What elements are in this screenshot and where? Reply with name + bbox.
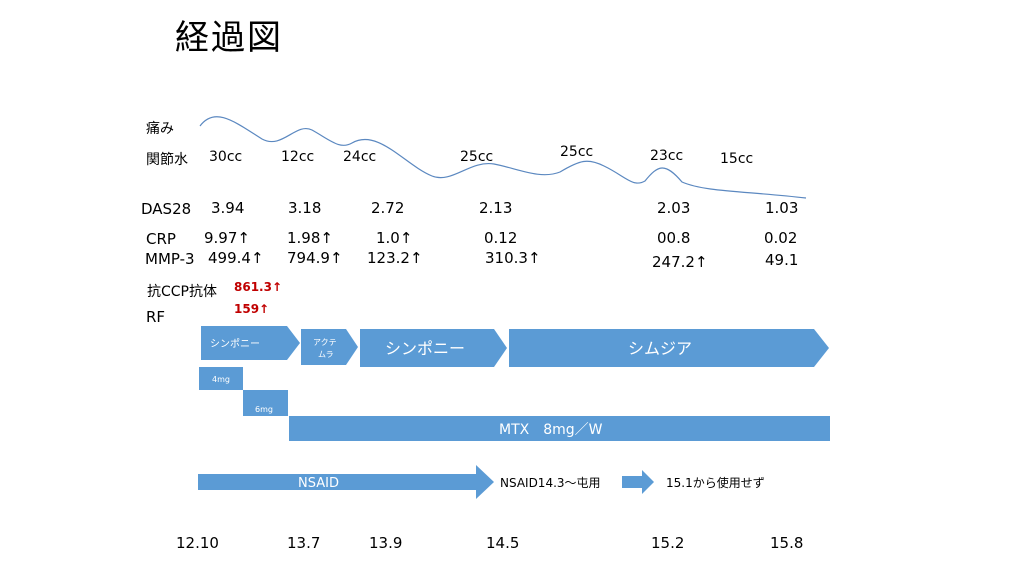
timeline-date: 14.5: [486, 534, 520, 552]
mmp3-value: 123.2↑: [367, 249, 423, 267]
anti-ccp-value: 861.3↑: [234, 280, 283, 294]
das28-value: 1.03: [765, 199, 799, 217]
joint-fluid-value: 12cc: [281, 149, 315, 165]
mtx-main-bar: [289, 416, 830, 441]
simponi-small-label: シンポニー: [210, 338, 260, 350]
crp-value: 0.12: [484, 229, 518, 247]
crp-value: 00.8: [657, 229, 691, 247]
crp-value: 1.0↑: [376, 229, 413, 247]
mmp3-value: 794.9↑: [287, 249, 343, 267]
joint-fluid-label: 関節水: [146, 152, 188, 168]
joint-fluid-value: 15cc: [720, 151, 754, 167]
simponi-large-bar: [360, 329, 507, 367]
cimzia-bar: [509, 329, 829, 367]
crp-label: CRP: [146, 230, 176, 248]
nsaid-stop-arrow: [622, 470, 654, 494]
mtx-4mg-bar: [199, 367, 243, 390]
timeline-date: 13.7: [287, 534, 321, 552]
crp-value: 9.97↑: [204, 229, 250, 247]
das28-label: DAS28: [141, 200, 192, 218]
anti-ccp-label: 抗CCP抗体: [147, 284, 217, 300]
timeline-date: 12.10: [176, 534, 219, 552]
actemra-label-1: アクテ: [313, 338, 337, 347]
rf-value: 159↑: [234, 302, 270, 316]
mmp3-value: 310.3↑: [485, 249, 541, 267]
timeline-date: 13.9: [369, 534, 403, 552]
joint-fluid-value: 25cc: [460, 149, 494, 165]
timeline-date: 15.8: [770, 534, 804, 552]
nsaid-label: NSAID: [298, 476, 339, 491]
nsaid-bar: [198, 465, 494, 499]
crp-value: 1.98↑: [287, 229, 333, 247]
nsaid-stop-note: 15.1から使用せず: [666, 476, 765, 490]
simponi-large-label: シンポニー: [385, 339, 465, 358]
cimzia-label: シムジア: [628, 339, 692, 358]
timeline-date: 15.2: [651, 534, 685, 552]
mtx-4mg-label: 4mg: [212, 375, 230, 384]
mtx-6mg-bar: [243, 390, 288, 416]
simponi-small-bar: [201, 326, 300, 360]
nsaid-note: NSAID14.3～屯用: [500, 476, 601, 490]
actemra-label-2: ムラ: [318, 350, 334, 359]
crp-value: 0.02: [764, 229, 798, 247]
pain-curve: [199, 116, 807, 199]
joint-fluid-value: 23cc: [650, 148, 684, 164]
das28-value: 3.94: [211, 199, 245, 217]
das28-value: 2.13: [479, 199, 513, 217]
mmp3-value: 499.4↑: [208, 249, 264, 267]
mmp3-label: MMP-3: [145, 250, 195, 268]
mtx-main-label: MTX 8mg／W: [499, 422, 603, 438]
das28-value: 3.18: [288, 199, 322, 217]
mmp3-value: 247.2↑: [652, 253, 708, 271]
joint-fluid-value: 24cc: [343, 149, 377, 165]
actemra-bar: [301, 329, 358, 365]
das28-value: 2.03: [657, 199, 691, 217]
mtx-6mg-label: 6mg: [255, 405, 273, 414]
page-title: 経過図: [175, 18, 283, 58]
joint-fluid-value: 30cc: [209, 149, 243, 165]
rf-label: RF: [146, 308, 166, 326]
mmp3-value: 49.1: [765, 251, 799, 269]
pain-label: 痛み: [146, 121, 174, 137]
das28-value: 2.72: [371, 199, 405, 217]
joint-fluid-value: 25cc: [560, 144, 594, 160]
